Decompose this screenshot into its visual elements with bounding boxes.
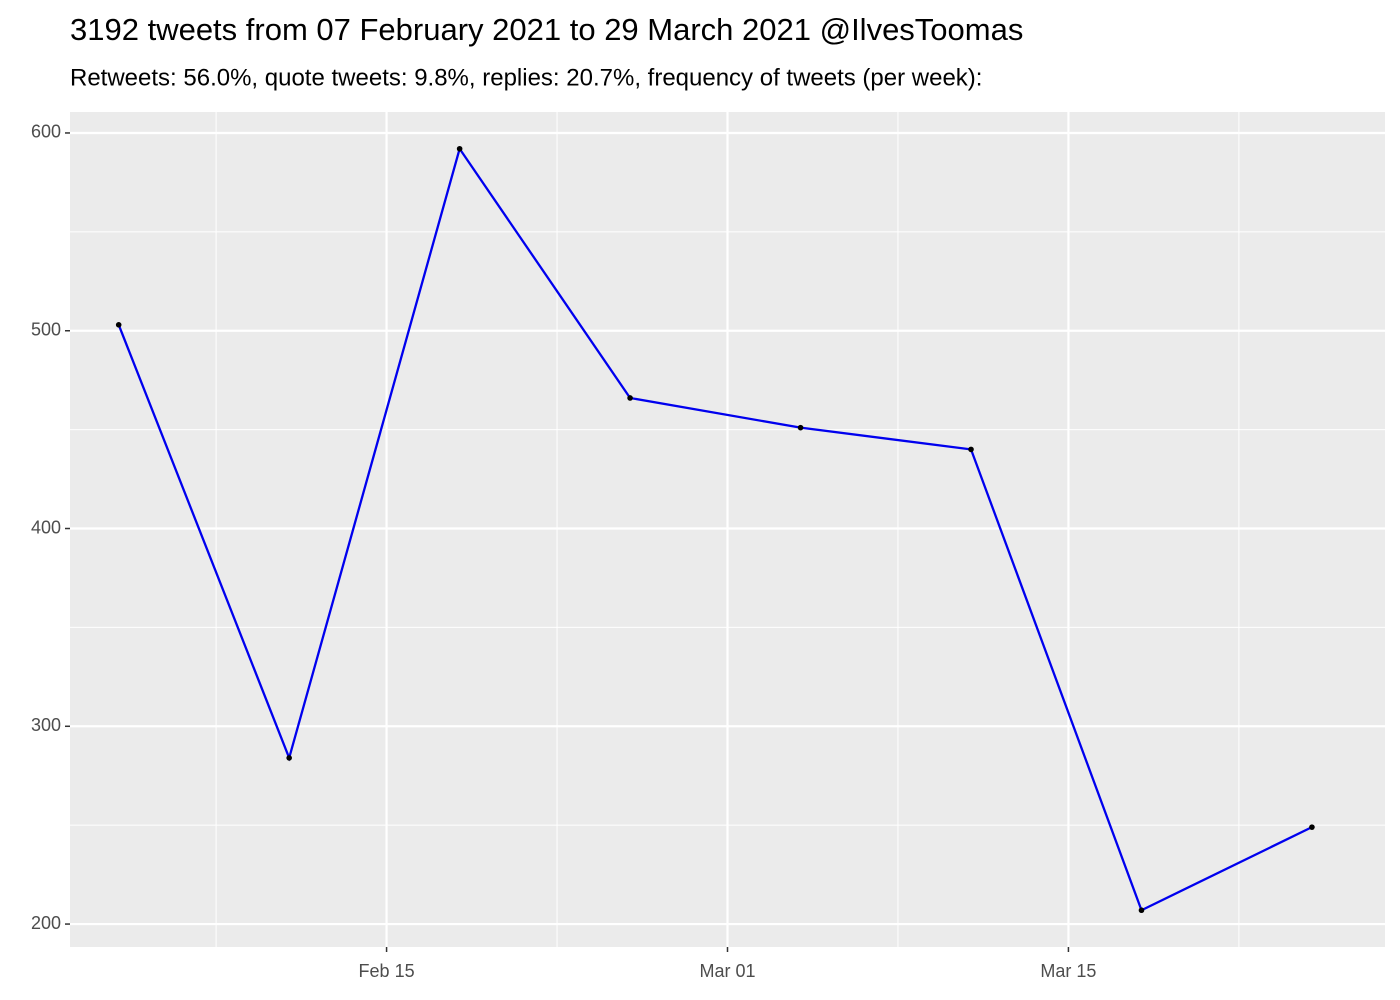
- point: [115, 322, 122, 328]
- line: [117, 146, 1313, 912]
- x-tick-label: Feb 15: [359, 961, 415, 981]
- point: [968, 446, 974, 453]
- y-tick-label: 200: [31, 913, 61, 933]
- chart-title: 3192 tweets from 07 February 2021 to 29 …: [70, 12, 1023, 47]
- point: [456, 145, 463, 152]
- chart-subtitle: Retweets: 56.0%, quote tweets: 9.8%, rep…: [70, 64, 982, 91]
- point: [797, 424, 804, 431]
- point: [1309, 824, 1315, 830]
- y-tick-label: 500: [31, 319, 61, 339]
- point: [1138, 907, 1145, 914]
- x-tick-label: Mar 15: [1040, 961, 1096, 981]
- y-tick-label: 400: [31, 517, 61, 537]
- point: [286, 755, 292, 761]
- y-tick-label: 300: [31, 715, 61, 735]
- x-tick-label: Mar 01: [699, 961, 755, 981]
- point: [627, 395, 633, 401]
- y-tick-label: 600: [31, 122, 61, 142]
